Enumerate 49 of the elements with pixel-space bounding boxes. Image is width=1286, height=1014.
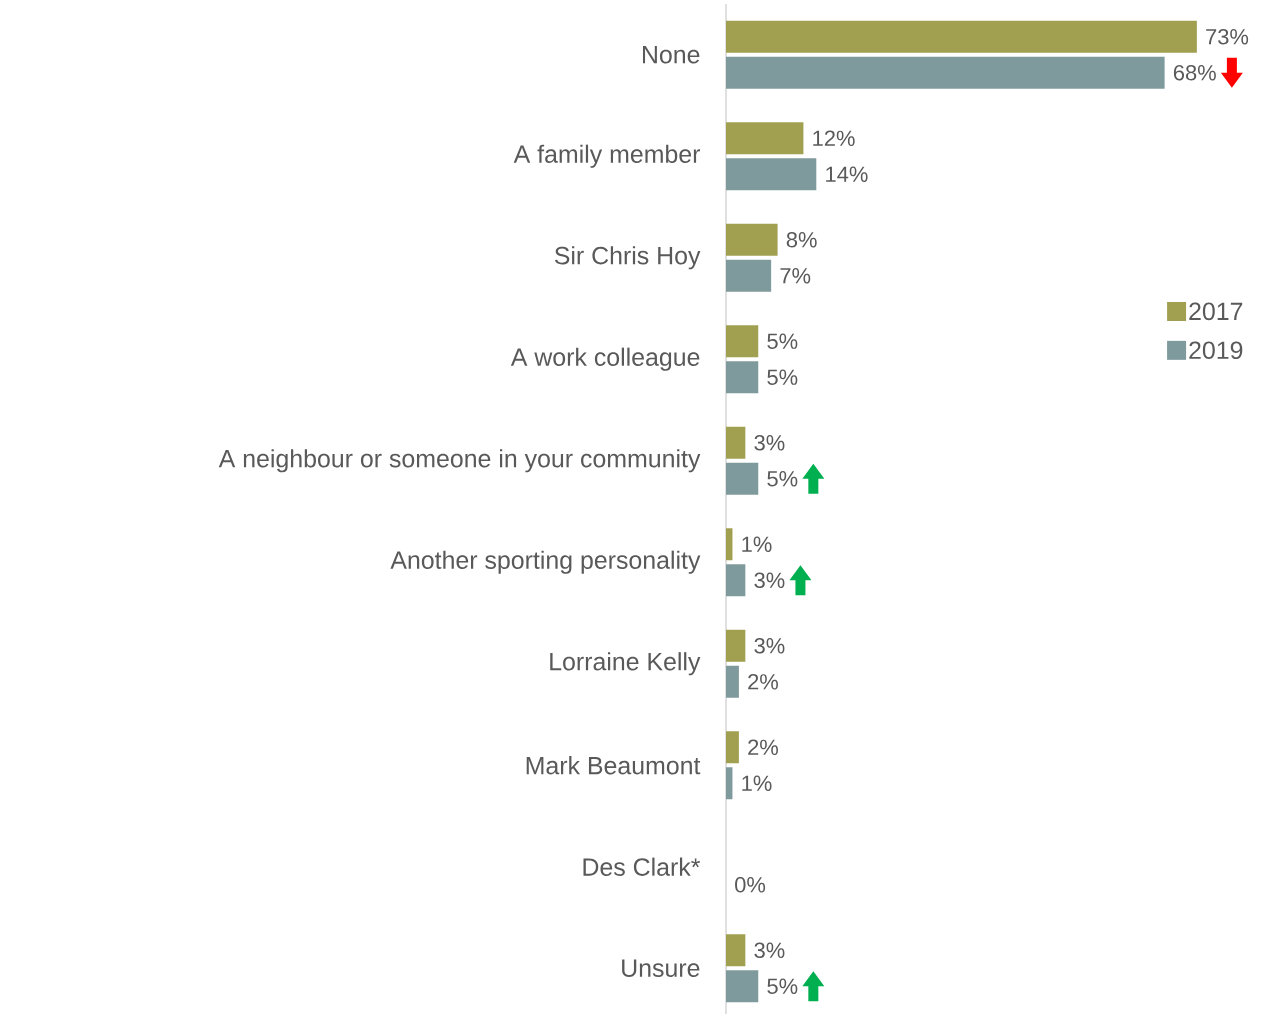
bar	[726, 158, 817, 191]
data-label: 73%	[1206, 28, 1249, 45]
y-tick-label: Another sporting personality	[390, 550, 701, 574]
data-label: 1%	[742, 775, 772, 791]
y-tick-label: Des Clark*	[583, 857, 701, 876]
data-label: 5%	[767, 333, 798, 349]
bar	[726, 223, 778, 256]
y-tick-label: None	[642, 46, 700, 64]
y-tick-label: Sir Chris Hoy	[554, 246, 701, 270]
bar	[726, 20, 1197, 53]
data-label: 2%	[748, 739, 778, 755]
bar	[726, 731, 739, 764]
data-label: 3%	[754, 942, 785, 959]
data-label: 3%	[754, 434, 785, 451]
data-label: 0%	[735, 876, 766, 893]
bar	[726, 934, 746, 967]
bar	[726, 462, 759, 495]
y-tick-label: A family member	[513, 144, 701, 168]
legend-label: 2017	[1189, 302, 1243, 321]
bar	[726, 426, 746, 459]
bar	[726, 970, 759, 1003]
bar	[726, 564, 746, 597]
data-label: 68%	[1173, 64, 1216, 81]
data-label: 14%	[826, 166, 868, 182]
y-tick-label: A neighbour or someone in your community	[218, 449, 701, 473]
data-label: 2%	[748, 674, 778, 690]
data-label: 3%	[754, 572, 785, 589]
bar	[726, 361, 759, 394]
data-label: 8%	[786, 231, 817, 248]
bar	[726, 122, 804, 155]
data-label: 12%	[813, 130, 855, 146]
bar	[726, 325, 759, 358]
bar	[726, 528, 733, 561]
data-label: 5%	[767, 471, 798, 487]
y-tick-label: Mark Beaumont	[526, 756, 701, 775]
y-tick-label: A work colleague	[510, 347, 700, 371]
legend-label: 2019	[1189, 341, 1243, 360]
data-label: 5%	[767, 978, 798, 994]
bar	[726, 665, 739, 698]
bar	[726, 56, 1165, 89]
bar	[726, 629, 746, 662]
bar	[726, 767, 733, 800]
bar	[726, 259, 772, 292]
data-label: 1%	[742, 536, 772, 552]
data-label: 5%	[767, 369, 798, 385]
y-tick-label: Lorraine Kelly	[550, 652, 701, 676]
y-tick-label: Unsure	[622, 959, 700, 977]
data-label: 3%	[754, 637, 785, 654]
data-label: 7%	[780, 268, 811, 284]
